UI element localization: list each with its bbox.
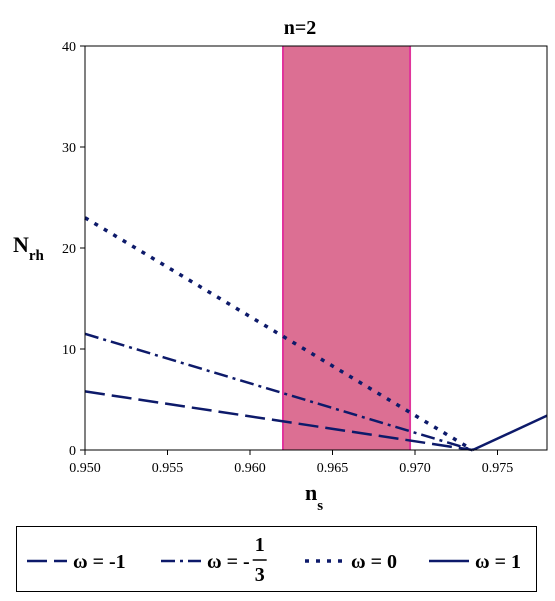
series-line-2 bbox=[84, 332, 474, 452]
legend-item-3: ω = 0 bbox=[305, 551, 397, 573]
legend-label: ω = -1 bbox=[73, 551, 126, 573]
y-tick-label: 0 bbox=[69, 444, 76, 459]
series-line-3 bbox=[84, 216, 474, 452]
legend-label: ω = 0 bbox=[351, 551, 397, 573]
shaded-band-layer bbox=[282, 46, 412, 450]
x-tick-label: 0.960 bbox=[234, 461, 266, 476]
series-layer bbox=[84, 216, 548, 452]
tick-layer: 0.950 0.955 0.960 0.965 0.970 0.975 0 10 20 30 40 bbox=[62, 40, 513, 476]
chart: n=2 0.950 0.955 0.960 0.965 0.970 0.975 0 10 20 3… bbox=[13, 17, 548, 514]
legend-item-1: ω = -1 bbox=[27, 551, 126, 573]
legend: ω = -1 ω = -1 3 ω = 0 ω = 1 bbox=[16, 526, 537, 592]
x-axis-label: ns bbox=[305, 480, 323, 514]
y-tick-label: 10 bbox=[62, 343, 76, 358]
shaded-band bbox=[283, 46, 411, 450]
legend-item-2: ω = -1 3 bbox=[161, 534, 267, 586]
y-tick-label: 30 bbox=[62, 141, 76, 156]
legend-label: ω = - bbox=[207, 551, 250, 573]
y-axis-label-sub: rh bbox=[29, 248, 45, 264]
x-tick-label: 0.950 bbox=[69, 461, 101, 476]
legend-fraction-denominator: 3 bbox=[255, 564, 265, 586]
chart-title: n=2 bbox=[284, 17, 317, 39]
y-axis-label-main: N bbox=[13, 232, 29, 257]
x-tick-label: 0.965 bbox=[317, 461, 349, 476]
legend-fraction-numerator: 1 bbox=[255, 534, 265, 556]
legend-item-4: ω = 1 bbox=[429, 551, 521, 573]
y-axis-label: Nrh bbox=[13, 232, 45, 264]
legend-label: ω = 1 bbox=[475, 551, 521, 573]
x-tick-label: 0.970 bbox=[399, 461, 431, 476]
y-tick-label: 20 bbox=[62, 242, 76, 257]
series-line-1 bbox=[84, 390, 473, 452]
x-axis-label-sub: s bbox=[317, 498, 323, 514]
series-line-4 bbox=[472, 414, 548, 452]
x-axis-label-main: n bbox=[305, 480, 317, 505]
y-tick-label: 40 bbox=[62, 40, 76, 55]
x-tick-label: 0.955 bbox=[152, 461, 184, 476]
x-tick-label: 0.975 bbox=[482, 461, 514, 476]
